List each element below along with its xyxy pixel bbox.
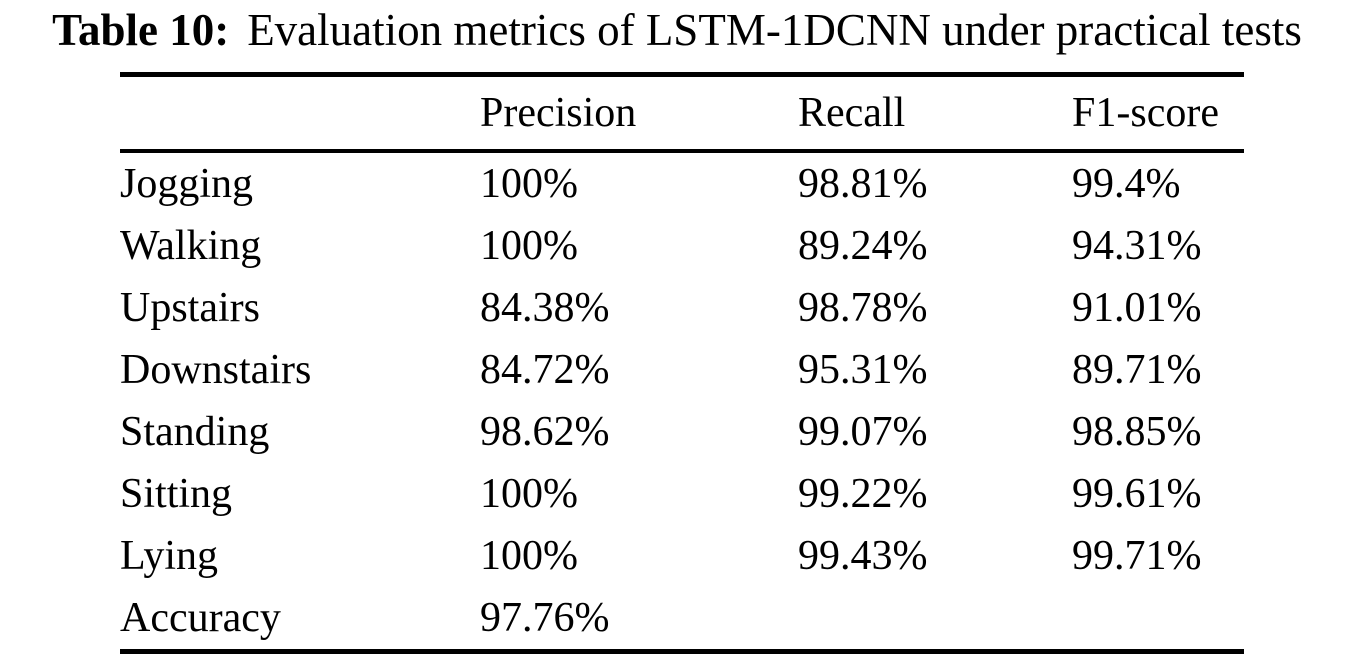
- header-cell-empty: [120, 74, 480, 153]
- precision-value: 84.38%: [480, 285, 610, 331]
- table-caption-number: Table 10:: [52, 5, 230, 55]
- f1-value: 98.85%: [1072, 409, 1202, 455]
- header-row: Precision Recall F1-score: [120, 74, 1244, 153]
- f1-value: 94.31%: [1072, 223, 1202, 269]
- table-caption: Table 10: Evaluation metrics of LSTM-1DCN…: [0, 2, 1354, 58]
- precision-value: 97.76%: [480, 595, 610, 641]
- metrics-table: Precision Recall F1-score Jogging 100% 9…: [120, 72, 1244, 654]
- f1-value: 99.71%: [1072, 533, 1202, 579]
- table-row: Walking 100% 89.24% 94.31%: [120, 215, 1244, 277]
- row-label: Sitting: [120, 471, 233, 517]
- row-label: Upstairs: [120, 285, 260, 331]
- table-row: Jogging 100% 98.81% 99.4%: [120, 151, 1244, 215]
- recall-value: 98.81%: [798, 161, 928, 207]
- f1-value: 89.71%: [1072, 347, 1202, 393]
- recall-value: 98.78%: [798, 285, 928, 331]
- recall-value: 95.31%: [798, 347, 928, 393]
- precision-value: 100%: [480, 223, 578, 269]
- precision-value: 100%: [480, 533, 578, 579]
- precision-value: 98.62%: [480, 409, 610, 455]
- header-cell-recall: Recall: [798, 74, 1072, 153]
- header-cell-f1: F1-score: [1072, 74, 1244, 153]
- row-label: Standing: [120, 409, 270, 455]
- metrics-table-container: Precision Recall F1-score Jogging 100% 9…: [120, 72, 1244, 654]
- recall-value: [798, 587, 1072, 652]
- precision-value: 100%: [480, 471, 578, 517]
- f1-value: 99.4%: [1072, 161, 1181, 207]
- precision-value: 84.72%: [480, 347, 610, 393]
- row-label: Accuracy: [120, 595, 281, 641]
- precision-value: 100%: [480, 161, 578, 207]
- table-row: Upstairs 84.38% 98.78% 91.01%: [120, 277, 1244, 339]
- f1-value: 91.01%: [1072, 285, 1202, 331]
- f1-value: 99.61%: [1072, 471, 1202, 517]
- recall-value: 99.22%: [798, 471, 928, 517]
- header-cell-precision: Precision: [480, 74, 798, 153]
- recall-value: 89.24%: [798, 223, 928, 269]
- table-row: Downstairs 84.72% 95.31% 89.71%: [120, 339, 1244, 401]
- table-caption-text: Evaluation metrics of LSTM-1DCNN under p…: [247, 5, 1302, 55]
- table-row: Sitting 100% 99.22% 99.61%: [120, 463, 1244, 525]
- row-label: Walking: [120, 223, 262, 269]
- row-label: Downstairs: [120, 347, 312, 393]
- recall-value: 99.07%: [798, 409, 928, 455]
- table-row: Lying 100% 99.43% 99.71%: [120, 525, 1244, 587]
- table-row: Standing 98.62% 99.07% 98.85%: [120, 401, 1244, 463]
- row-label: Jogging: [120, 161, 254, 207]
- row-label: Lying: [120, 533, 219, 579]
- table-row-accuracy: Accuracy 97.76%: [120, 587, 1244, 652]
- recall-value: 99.43%: [798, 533, 928, 579]
- f1-value: [1072, 587, 1244, 652]
